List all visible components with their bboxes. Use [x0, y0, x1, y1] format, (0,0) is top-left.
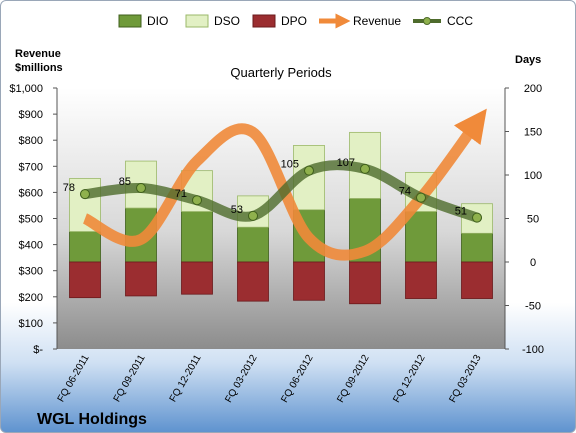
legend-swatch-dpo	[252, 14, 276, 28]
ccc-point	[192, 195, 202, 206]
y-left-tick-label: $-	[33, 344, 43, 356]
legend-label-dso: DSO	[214, 14, 240, 28]
y-left-tick-label: $100	[19, 318, 43, 330]
bar-dio	[181, 211, 213, 263]
company-name: WGL Holdings	[37, 411, 147, 428]
y-left-tick-label: $1,000	[9, 83, 43, 95]
legend-label-revenue: Revenue	[353, 14, 401, 28]
legend: DIO DSO DPO Revenue CCC	[118, 13, 473, 29]
y-right-tick-label: -50	[525, 301, 541, 313]
y-left-ticks: $- $100 $200 $300 $400 $500 $600 $700 $800 $900 $1…	[9, 83, 57, 356]
bar-dpo	[125, 261, 157, 297]
bar-dpo	[69, 261, 101, 299]
bar-dio	[405, 211, 437, 263]
ccc-point	[472, 212, 482, 223]
legend-swatch-dio	[118, 14, 142, 28]
legend-swatch-dso	[185, 14, 209, 28]
ccc-point	[136, 183, 146, 194]
y-left-title-line2: $millions	[15, 62, 63, 74]
y-left-tick-label: $900	[19, 109, 43, 121]
x-category-labels: FQ 06-2011 FQ 09-2011 FQ 12-2011 FQ 03-2012…	[56, 353, 484, 405]
chart-subtitle: Quarterly Periods	[230, 65, 332, 80]
ccc-data-label: 51	[455, 206, 467, 218]
bar-dpo	[293, 261, 325, 301]
y-left-tick-label: $300	[19, 266, 43, 278]
ccc-point	[304, 165, 314, 176]
revenue-line	[82, 108, 487, 261]
legend-label-dpo: DPO	[281, 14, 307, 28]
y-right-tick-label: -100	[522, 344, 544, 356]
legend-label-ccc: CCC	[447, 14, 473, 28]
ccc-point	[416, 192, 426, 203]
y-left-tick-label: $600	[19, 187, 43, 199]
ccc-point	[360, 163, 370, 174]
x-category-label: FQ 06-2012	[279, 353, 315, 405]
ccc-point	[80, 189, 90, 200]
y-right-tick-label: 150	[524, 127, 542, 139]
ccc-data-label: 71	[175, 188, 187, 200]
bar-dpo	[237, 261, 269, 302]
ccc-layer: 78 85 71 53 105 107 74 51	[63, 157, 482, 223]
y-right-title: Days	[515, 54, 541, 66]
x-category-label: FQ 12-2012	[391, 353, 427, 405]
y-right-tick-label: 200	[524, 83, 542, 95]
x-category-label: FQ 12-2011	[168, 353, 204, 404]
y-left-tick-label: $800	[19, 135, 43, 147]
y-left-tick-label: $700	[19, 161, 43, 173]
legend-label-dio: DIO	[147, 14, 168, 28]
y-left-tick-label: $500	[19, 214, 43, 226]
y-right-tick-label: 100	[524, 170, 542, 182]
bar-dpo	[181, 261, 213, 295]
legend-marker-ccc	[423, 17, 431, 25]
y-left-tick-label: $200	[19, 292, 43, 304]
x-category-label: FQ 09-2011	[112, 353, 148, 404]
x-category-label: FQ 09-2012	[335, 353, 371, 405]
bar-dio	[69, 231, 101, 263]
ccc-point	[248, 210, 258, 221]
y-right-tick-label: 50	[527, 214, 539, 226]
ccc-data-label: 85	[119, 176, 131, 188]
y-left-tick-label: $400	[19, 240, 43, 252]
revenue-layer	[82, 108, 487, 261]
ccc-data-label: 74	[399, 186, 411, 198]
x-category-label: FQ 06-2011	[56, 353, 92, 404]
y-right-ticks: -100 -50 0 50 100 150 200	[505, 83, 544, 356]
y-left-title-line1: Revenue	[15, 48, 61, 60]
bar-dio	[237, 226, 269, 263]
x-category-label: FQ 03-2012	[223, 353, 259, 405]
x-category-label: FQ 03-2013	[447, 353, 483, 405]
ccc-data-label: 78	[63, 182, 75, 194]
ccc-data-label: 107	[337, 157, 355, 169]
plot-area	[57, 88, 505, 349]
y-right-tick-label: 0	[530, 257, 536, 269]
ccc-data-label: 53	[231, 204, 243, 216]
bar-dpo	[405, 261, 437, 299]
bar-dio	[461, 232, 493, 263]
bar-dpo	[349, 261, 381, 305]
ccc-data-label: 105	[281, 159, 299, 171]
bar-dpo	[461, 261, 493, 299]
ccc-line	[80, 160, 482, 223]
